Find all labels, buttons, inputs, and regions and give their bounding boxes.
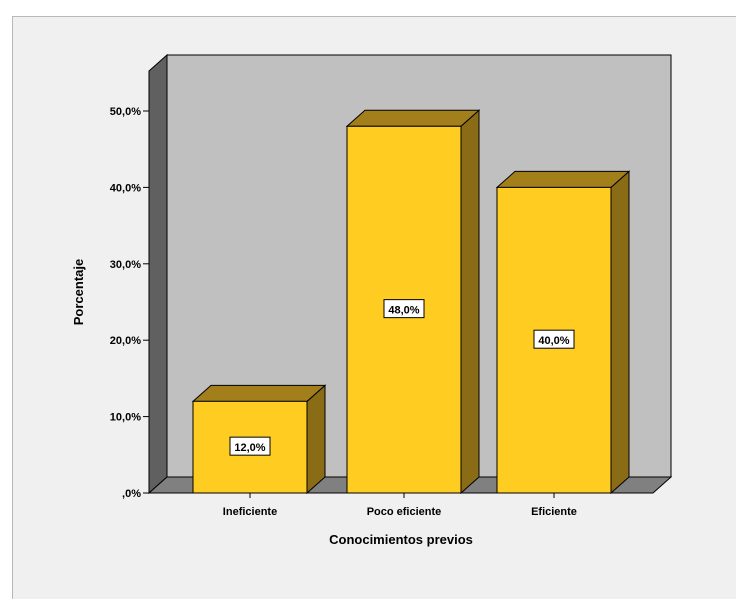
- chart-frame: ,0% 10,0% 20,0% 30,0% 40,0% 50,0% 12,0% 48,0% 4…: [12, 16, 736, 599]
- bar-top: [345, 109, 481, 127]
- y-tick-label: 30,0%: [110, 259, 141, 271]
- y-axis: ,0% 10,0% 20,0% 30,0% 40,0% 50,0%: [110, 106, 149, 500]
- x-axis: Ineficiente Poco eficiente Eficiente: [223, 493, 577, 518]
- x-tick-label: Eficiente: [531, 506, 577, 518]
- data-label-text: 12,0%: [234, 442, 265, 454]
- y-axis-title: Porcentaje: [71, 259, 86, 325]
- y-tick-label: ,0%: [122, 488, 141, 500]
- data-label: 40,0%: [533, 329, 575, 349]
- bar-chart: ,0% 10,0% 20,0% 30,0% 40,0% 50,0% 12,0% 48,0% 4…: [71, 53, 673, 547]
- left-wall: [148, 53, 168, 495]
- bar-side: [460, 109, 480, 495]
- bar-side: [306, 384, 326, 495]
- x-axis-title: Conocimientos previos: [329, 532, 473, 547]
- x-tick-label: Ineficiente: [223, 506, 277, 518]
- bars-group: 12,0% 48,0% 40,0%: [191, 109, 631, 495]
- y-tick-label: 10,0%: [110, 412, 141, 424]
- x-tick-label: Poco eficiente: [367, 506, 442, 518]
- data-label-box: [229, 436, 271, 456]
- y-tick-label: 50,0%: [110, 106, 141, 118]
- y-tick-label: 20,0%: [110, 335, 141, 347]
- data-label-box: [383, 299, 425, 319]
- bar-2: 48,0%: [345, 109, 481, 495]
- data-label: 48,0%: [383, 299, 425, 319]
- bar-top: [191, 384, 327, 402]
- bar-top: [495, 170, 631, 188]
- bar-3: 40,0%: [495, 170, 631, 495]
- bar-1: 12,0%: [191, 384, 327, 495]
- bar-side: [610, 170, 630, 495]
- data-label: 12,0%: [229, 436, 271, 456]
- y-tick-label: 40,0%: [110, 182, 141, 194]
- data-label-text: 48,0%: [388, 305, 419, 317]
- data-label-text: 40,0%: [538, 335, 569, 347]
- data-label-box: [533, 329, 575, 349]
